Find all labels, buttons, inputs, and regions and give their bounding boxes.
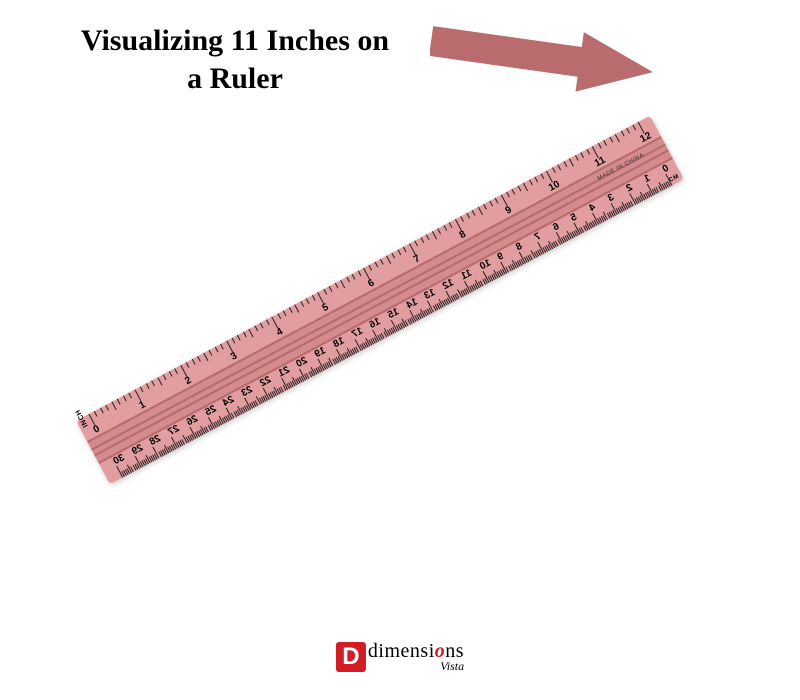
inch-mark-10: 10 — [547, 179, 562, 194]
cm-mark-8: 8 — [514, 241, 524, 253]
inch-mark-4: 4 — [275, 326, 285, 338]
cm-mark-13: 13 — [423, 287, 438, 302]
unit-label-cm: CM — [668, 174, 680, 184]
cm-mark-9: 9 — [496, 250, 506, 262]
cm-mark-3: 3 — [606, 192, 616, 204]
cm-mark-1: 1 — [642, 173, 652, 185]
inch-mark-5: 5 — [321, 302, 331, 314]
cm-mark-0: 0 — [661, 163, 671, 175]
inch-mark-2: 2 — [183, 375, 193, 387]
cm-mark-16: 16 — [368, 316, 383, 331]
cm-mark-22: 22 — [258, 374, 273, 389]
cm-mark-14: 14 — [404, 297, 419, 312]
cm-mark-27: 27 — [166, 423, 181, 438]
cm-mark-5: 5 — [569, 212, 579, 224]
page-title: Visualizing 11 Inches on a Ruler — [70, 22, 400, 97]
cm-mark-7: 7 — [533, 231, 543, 243]
cm-mark-30: 30 — [112, 452, 127, 467]
inch-mark-3: 3 — [229, 351, 239, 363]
cm-mark-20: 20 — [295, 355, 310, 370]
cm-mark-23: 23 — [240, 384, 255, 399]
inch-mark-11: 11 — [593, 155, 608, 170]
cm-mark-24: 24 — [221, 394, 236, 409]
inch-mark-1: 1 — [137, 399, 147, 411]
cm-mark-15: 15 — [386, 306, 401, 321]
unit-label-inch: INCH — [75, 408, 90, 428]
cm-mark-6: 6 — [551, 221, 561, 233]
cm-mark-4: 4 — [587, 202, 597, 214]
logo-subtext: Vista — [368, 660, 464, 672]
cm-mark-10: 10 — [478, 258, 493, 273]
inch-mark-8: 8 — [458, 229, 468, 241]
cm-mark-21: 21 — [276, 365, 291, 380]
inch-mark-7: 7 — [412, 253, 422, 265]
cm-mark-11: 11 — [459, 268, 474, 283]
inch-mark-0: 0 — [92, 424, 102, 436]
inch-mark-6: 6 — [366, 278, 376, 290]
cm-mark-18: 18 — [331, 335, 346, 350]
ruler: INCH 0123456789101112 012345678910111213… — [76, 116, 684, 485]
cm-mark-26: 26 — [185, 413, 200, 428]
cm-mark-17: 17 — [349, 326, 364, 341]
ruler-scale-inches: 0123456789101112 — [89, 122, 649, 435]
pointer-arrow — [430, 24, 660, 94]
logo-d-icon: D — [336, 642, 366, 672]
cm-mark-25: 25 — [203, 404, 218, 419]
cm-mark-19: 19 — [313, 345, 328, 360]
cm-mark-28: 28 — [148, 433, 163, 448]
ruler-scale-cm: 0123456789101112131415161718192021222324… — [111, 165, 671, 478]
inch-mark-12: 12 — [638, 130, 653, 145]
cm-mark-2: 2 — [624, 182, 634, 194]
cm-mark-29: 29 — [130, 443, 145, 458]
brand-logo: D dimensions Vista — [336, 641, 464, 672]
inch-mark-9: 9 — [504, 205, 514, 217]
logo-wordmark: dimensions — [368, 641, 464, 661]
cm-mark-12: 12 — [441, 277, 456, 292]
